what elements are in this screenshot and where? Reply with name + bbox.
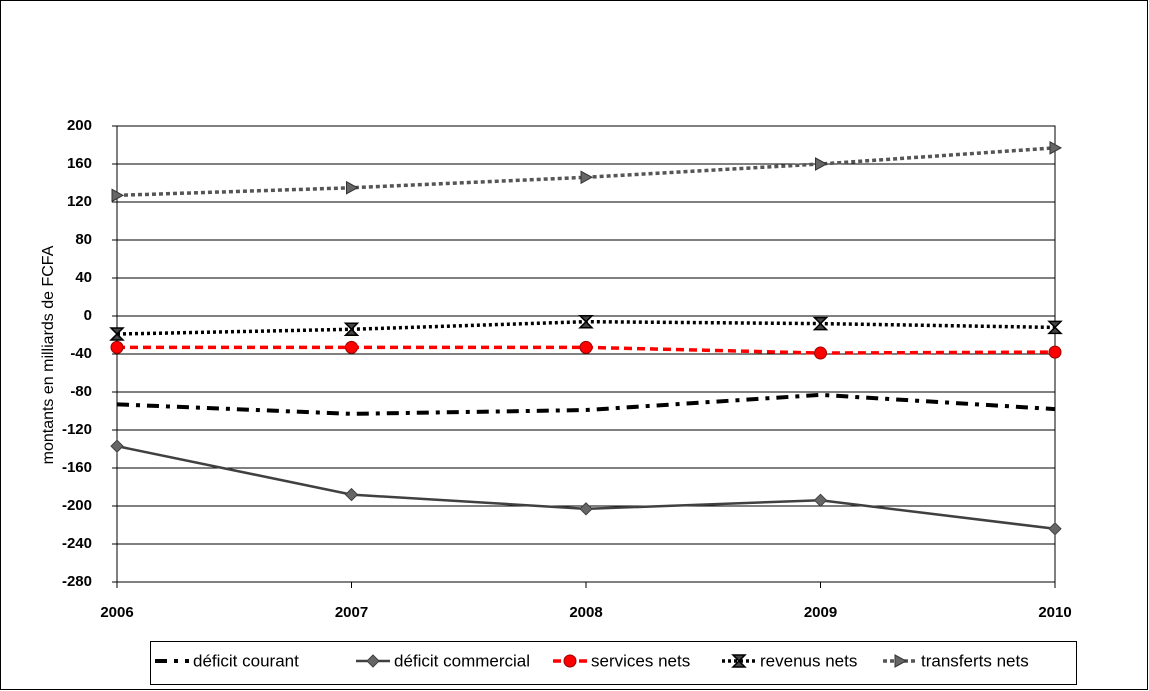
x-tick-label: 2007 xyxy=(335,604,368,621)
marker xyxy=(110,340,124,354)
y-tick-label: 0 xyxy=(84,307,92,324)
marker xyxy=(366,654,380,668)
y-tick-label: -240 xyxy=(62,535,92,552)
marker xyxy=(345,340,358,354)
x-tick-label: 2008 xyxy=(569,604,602,621)
marker xyxy=(578,314,594,329)
x-tick-label: 2006 xyxy=(100,604,133,621)
marker xyxy=(110,439,124,453)
marker xyxy=(894,654,908,668)
marker xyxy=(1048,522,1062,536)
marker xyxy=(109,327,125,341)
marker xyxy=(813,493,828,508)
legend-label: déficit courant xyxy=(193,651,299,670)
legend-label: revenus nets xyxy=(760,651,857,670)
marker xyxy=(580,170,594,185)
marker xyxy=(579,502,593,516)
y-tick-label: 200 xyxy=(67,117,92,134)
marker xyxy=(731,654,747,668)
marker xyxy=(814,346,827,360)
marker xyxy=(812,316,829,331)
x-tick-label: 2010 xyxy=(1038,604,1071,621)
marker xyxy=(1048,345,1062,359)
y-tick-label: -120 xyxy=(62,421,92,438)
marker xyxy=(579,340,593,354)
y-tick-label: -200 xyxy=(62,497,92,514)
legend-label: déficit commercial xyxy=(394,651,530,670)
marker xyxy=(343,322,360,337)
x-tick-label: 2009 xyxy=(804,604,837,621)
y-tick-label: -280 xyxy=(62,573,92,590)
marker xyxy=(563,654,577,668)
legend-label: transferts nets xyxy=(921,651,1029,670)
marker xyxy=(1049,141,1063,155)
y-tick-label: -160 xyxy=(62,459,92,476)
marker xyxy=(111,188,125,203)
y-tick-label: 120 xyxy=(67,193,92,210)
series-line xyxy=(116,392,1056,416)
marker xyxy=(815,157,828,171)
y-axis-label: montants en milliards de FCFA xyxy=(40,245,57,464)
y-tick-label: 80 xyxy=(75,231,92,248)
marker xyxy=(346,180,359,195)
y-tick-label: -40 xyxy=(70,345,92,362)
legend-box xyxy=(150,641,1077,685)
y-tick-label: 160 xyxy=(67,155,92,172)
legend-label: services nets xyxy=(591,651,690,670)
marker xyxy=(344,487,359,502)
y-tick-label: -80 xyxy=(70,383,92,400)
y-tick-label: 40 xyxy=(75,269,92,286)
marker xyxy=(1047,320,1063,335)
